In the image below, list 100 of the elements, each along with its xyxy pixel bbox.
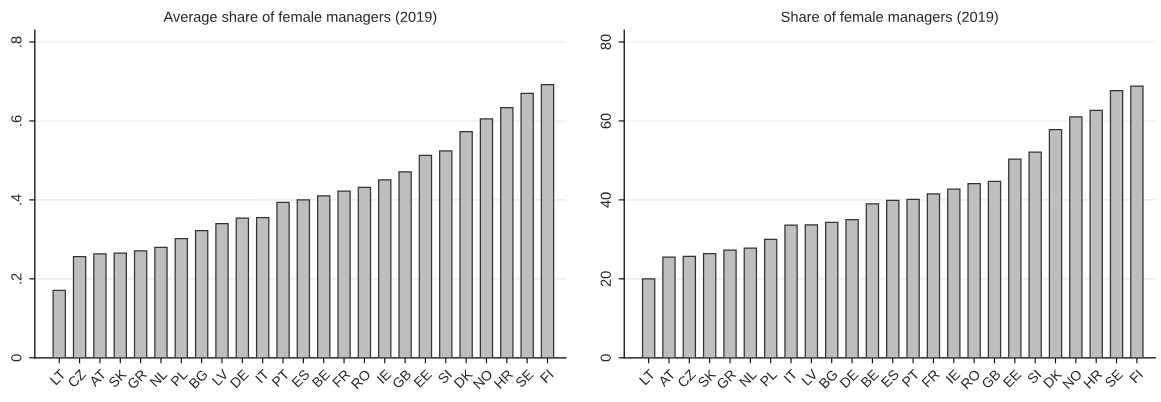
bar [52,289,66,358]
bar [113,252,128,358]
y-tick-label: 60 [600,113,611,129]
x-tick-label: SI [1026,369,1042,385]
y-tick-label: 0 [11,354,22,362]
bar [194,230,209,358]
x-tick-label: NO [1062,368,1083,390]
bar [947,188,961,358]
bar [682,255,697,358]
bar [1069,116,1083,358]
x-tick-label: ES [880,368,900,388]
x-tick-label: LT [49,368,67,386]
bar [154,246,168,358]
bar [378,179,392,358]
y-tick-label: 20 [600,271,611,287]
bar [1109,89,1124,358]
bar [479,118,494,358]
chart-title: Share of female managers (2019) [781,11,998,25]
x-tick-label: IT [783,368,798,384]
x-tick-label: NL [738,368,758,388]
x-tick-label: BE [311,368,331,388]
bar [886,199,900,358]
x-tick-label: NO [472,368,494,390]
x-tick-label: DE [229,368,250,389]
bar [845,218,859,358]
x-tick-label: IT [255,368,270,384]
bar [215,222,229,358]
bar [824,221,839,358]
x-tick-label: LV [801,368,819,386]
bar [865,203,880,358]
bar [439,150,453,358]
bar [316,195,331,358]
y-tick-label: 0 [600,354,611,362]
bar [1008,158,1022,358]
bar [804,224,819,358]
bar [459,130,473,358]
x-tick-label: SK [107,368,128,389]
bar [133,250,148,358]
x-tick-label: GB [391,368,412,390]
y-tick-label: .6 [11,115,22,126]
bar [337,190,351,358]
x-tick-label: DE [839,368,859,389]
bar [784,224,798,358]
bar [702,252,717,358]
x-tick-label: CZ [67,368,87,388]
x-tick-label: EE [1002,368,1022,388]
bar [723,249,737,358]
x-tick-label: LV [211,368,230,386]
x-tick-label: BE [860,368,880,388]
bar [93,253,107,358]
bar [926,193,941,358]
bar [763,238,778,358]
x-tick-label: DK [1043,368,1063,389]
bar [1048,128,1063,358]
y-tick-label: .8 [11,36,22,47]
x-tick-label: SE [514,368,534,389]
x-tick-label: SE [1104,368,1124,389]
y-tick-label: .4 [11,194,22,205]
x-tick-label: FR [921,369,941,388]
bar [1028,151,1042,358]
bar [276,201,290,358]
x-tick-label: IE [945,368,961,384]
bar [662,256,676,358]
bar [743,247,758,358]
x-tick-label: NL [149,368,168,388]
x-tick-label: PL [759,368,778,387]
bar [520,92,534,358]
x-tick-label: AT [657,368,676,388]
chart-title: Average share of female managers (2019) [163,11,437,25]
x-tick-label: AT [88,368,107,388]
x-tick-label: DK [453,368,474,389]
bar [1089,109,1103,358]
bar [987,180,1002,358]
bar [235,217,250,358]
x-tick-label: IE [376,368,392,384]
bar [967,183,981,358]
x-tick-label: PT [271,368,290,388]
x-tick-label: SK [697,368,717,389]
x-tick-label: GR [716,368,737,390]
x-tick-label: ES [291,368,311,388]
x-tick-label: BG [818,369,839,389]
x-tick-label: PL [170,368,189,387]
x-tick-label: EE [413,368,433,388]
bar [500,106,514,358]
bar [174,237,189,358]
x-tick-label: HR [1083,369,1103,389]
bar [255,217,270,358]
bar [906,198,920,358]
bar [418,154,433,358]
x-tick-label: CZ [676,368,697,388]
bar [1130,85,1144,358]
y-tick-label: .2 [11,273,22,284]
x-tick-label: FI [1129,369,1144,384]
x-tick-label: RO [350,368,372,390]
bar [72,256,87,358]
x-tick-label: GR [126,368,148,390]
bar [398,171,412,358]
x-tick-label: RO [960,368,981,390]
x-tick-label: BG [188,369,209,389]
bar [296,199,311,358]
